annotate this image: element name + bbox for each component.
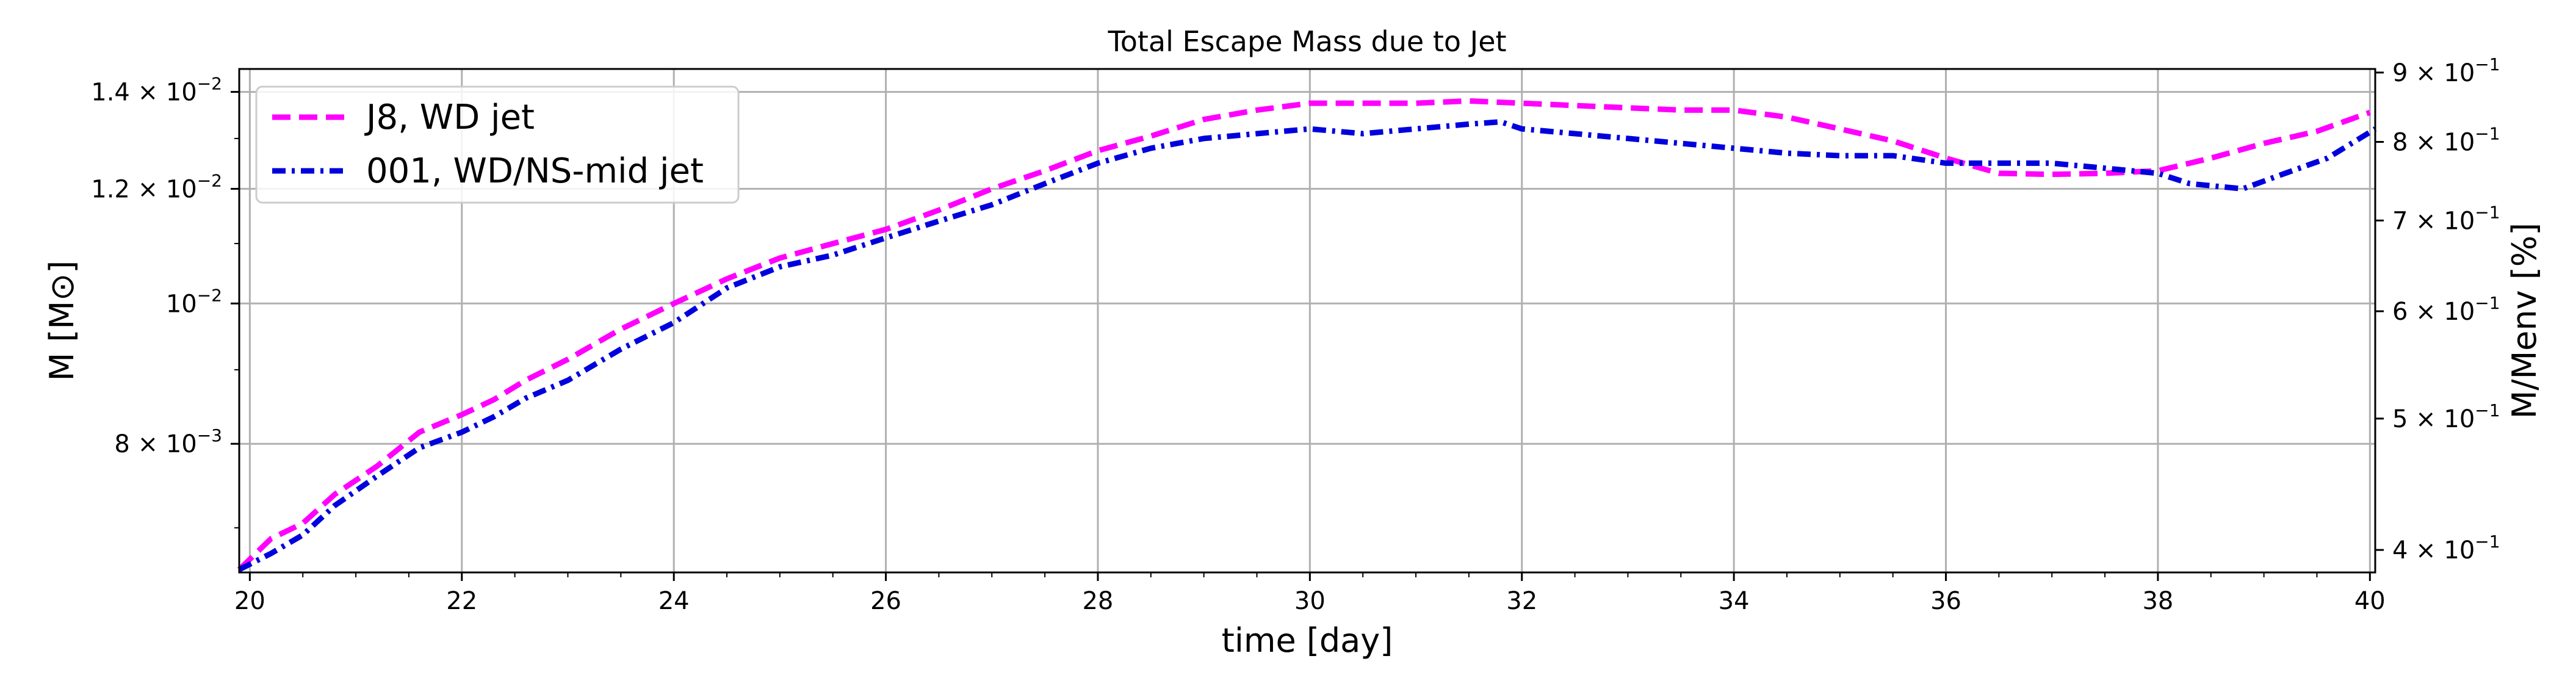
x-tick-label: 22 <box>446 587 477 615</box>
x-tick-label: 38 <box>2142 587 2173 615</box>
legend-label-2: 001, WD/NS-mid jet <box>366 151 704 191</box>
x-tick-label: 32 <box>1506 587 1537 615</box>
series-line-2 <box>237 119 2377 572</box>
y-right-tick-label: 9 × 10−1 <box>2392 54 2500 87</box>
x-tick-label: 34 <box>1719 587 1750 615</box>
legend-label-1: J8, WD jet <box>364 98 535 137</box>
series-layer <box>237 98 2377 572</box>
y-right-tick-label: 6 × 10−1 <box>2392 293 2500 326</box>
x-tick-label: 20 <box>234 587 265 615</box>
y-right-tick-label: 4 × 10−1 <box>2392 532 2500 565</box>
y-tick-label: 1.4 × 10−2 <box>91 74 222 107</box>
y-right-tick-label: 5 × 10−1 <box>2392 400 2500 433</box>
ticks-layer: 20 22 24 26 28 30 32 34 36 38 40 8 × 10−3 10−2 1.2 × … <box>91 54 2500 615</box>
y-axis-label-right: M/Menv [%] <box>2505 223 2544 419</box>
chart-title: Total Escape Mass due to Jet <box>1107 25 1506 58</box>
x-tick-label: 28 <box>1082 587 1113 615</box>
x-axis-label: time [day] <box>1222 621 1393 660</box>
x-tick-label: 36 <box>1930 587 1961 615</box>
x-tick-label: 24 <box>658 587 690 615</box>
y-right-tick-label: 8 × 10−1 <box>2392 123 2500 156</box>
y-right-tick-label: 7 × 10−1 <box>2392 202 2500 235</box>
y-axis-label: M [M⊙] <box>43 261 81 381</box>
y-tick-label: 10−2 <box>166 285 222 318</box>
legend-box <box>255 85 740 204</box>
legend: J8, WD jet 001, WD/NS-mid jet <box>255 85 740 204</box>
y-tick-label: 8 × 10−3 <box>114 425 222 458</box>
x-tick-label: 26 <box>870 587 901 615</box>
y-tick-label: 1.2 × 10−2 <box>91 170 222 203</box>
plot-frame <box>238 68 2376 574</box>
series-line-1 <box>237 98 2371 572</box>
x-tick-label: 40 <box>2354 587 2386 615</box>
x-tick-label: 30 <box>1294 587 1326 615</box>
